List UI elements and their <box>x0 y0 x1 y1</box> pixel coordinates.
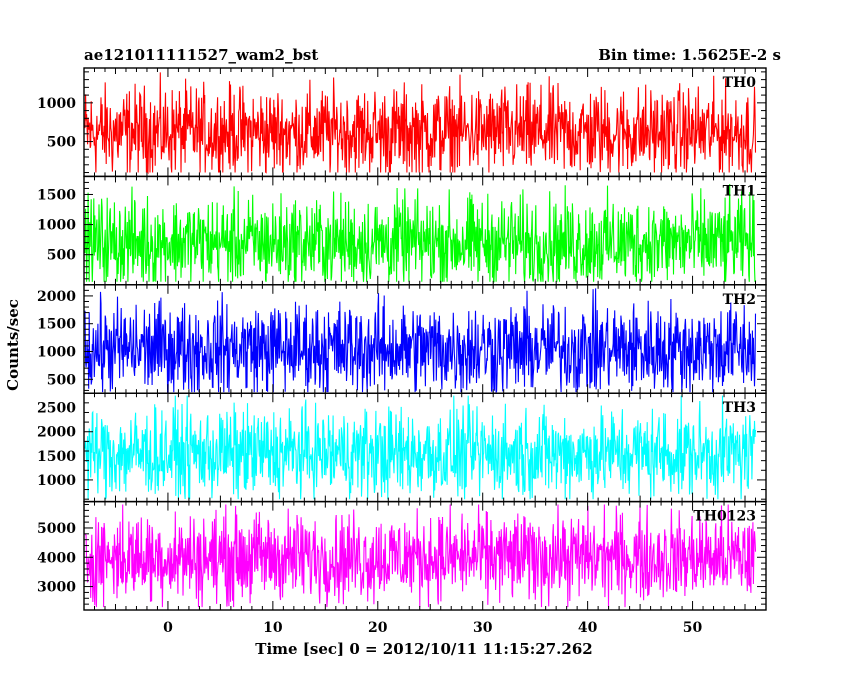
series-line-th0 <box>84 72 757 175</box>
x-tick-label: 10 <box>263 620 283 636</box>
panel-th0123: 3000 4000 5000 TH0123 <box>37 500 767 611</box>
panel-frame <box>83 500 767 611</box>
y-axis-label: Counts/sec <box>4 299 22 391</box>
panel-th3: 1000 1500 2000 2500 TH3 <box>37 392 767 503</box>
channel-label: TH0 <box>723 75 757 91</box>
y-tick-label: 1000 <box>37 218 76 234</box>
y-tick-label: 1000 <box>37 473 76 489</box>
bin-time-label: Bin time: 1.5625E-2 s <box>598 46 781 64</box>
x-axis-label: Time [sec] 0 = 2012/10/11 11:15:27.262 <box>255 640 592 658</box>
x-tick-label: 0 <box>163 620 173 636</box>
panel-th1: 500 1000 1500 TH1 <box>37 175 767 286</box>
y-tick-label: 500 <box>47 248 76 264</box>
y-tick-label: 2500 <box>37 401 76 417</box>
y-tick-label: 1000 <box>37 345 76 361</box>
x-tick-label: 40 <box>578 620 598 636</box>
panel-th2: 500 1000 1500 2000 TH2 <box>37 284 767 394</box>
y-tick-label: 1500 <box>37 317 76 333</box>
observation-title: ae121011111527_wam2_bst <box>84 46 318 64</box>
y-tick-label: 500 <box>47 372 76 388</box>
y-tick-label: 5000 <box>37 521 76 537</box>
x-axis: 0 10 20 30 40 50 <box>163 620 702 636</box>
y-tick-label: 2000 <box>37 289 76 305</box>
series-line-th1 <box>84 183 757 283</box>
panels-group: 500 1000 TH0 500 1000 1500 TH1 500 1000 1500 2000 T… <box>37 67 767 611</box>
y-tick-label: 1500 <box>37 187 76 203</box>
y-tick-label: 3000 <box>37 580 76 596</box>
y-tick-label: 1000 <box>37 96 76 112</box>
series-line-th2 <box>84 288 757 394</box>
x-tick-label: 50 <box>683 620 703 636</box>
x-tick-label: 20 <box>368 620 388 636</box>
y-tick-label: 1500 <box>37 449 76 465</box>
series-line-th3 <box>84 395 757 500</box>
series-line-th0123 <box>84 504 757 608</box>
y-tick-label: 500 <box>47 135 76 151</box>
x-tick-label: 30 <box>473 620 493 636</box>
channel-label: TH0123 <box>693 509 756 525</box>
panel-th0: 500 1000 TH0 <box>37 67 767 178</box>
channel-label: TH2 <box>723 292 756 308</box>
y-tick-label: 2000 <box>37 425 76 441</box>
y-tick-label: 4000 <box>37 550 76 566</box>
channel-label: TH3 <box>723 400 756 416</box>
channel-label: TH1 <box>723 183 756 199</box>
